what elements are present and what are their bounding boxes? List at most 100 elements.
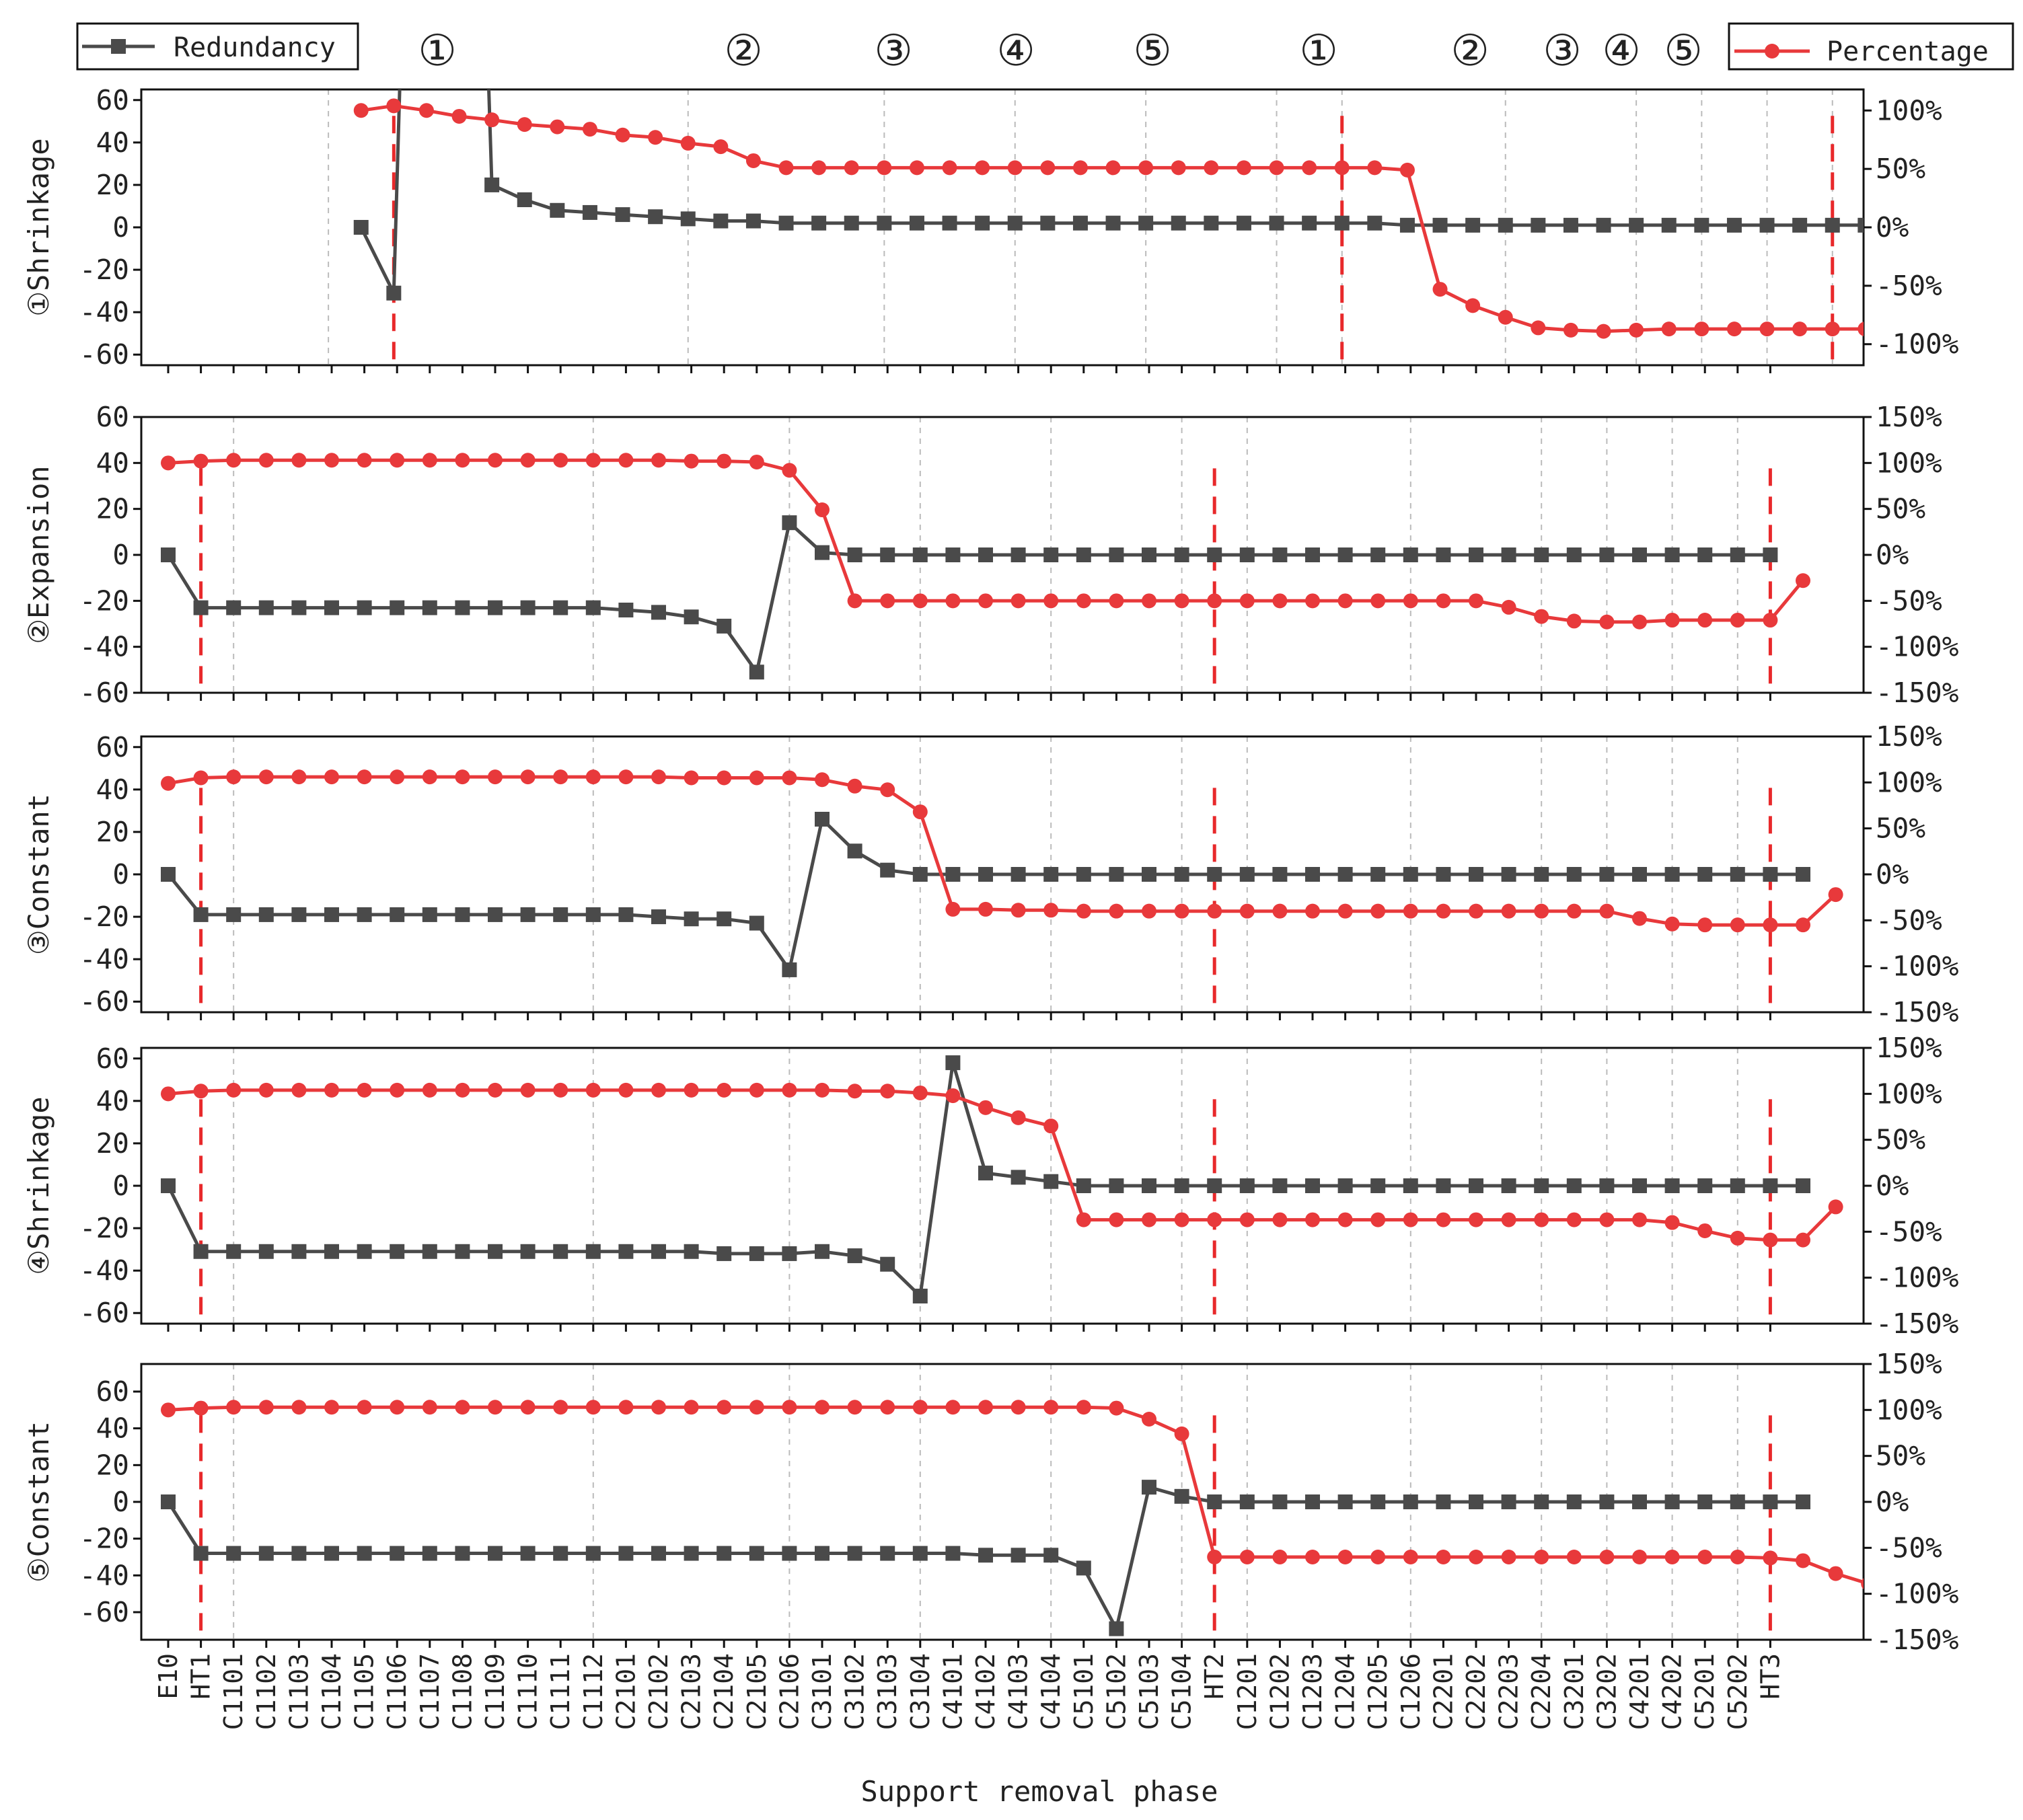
redundancy-point [844,215,859,231]
redundancy-point [1239,867,1255,882]
redundancy-point [618,907,634,922]
x-tick-label: C1101 [219,1653,248,1730]
redundancy-point [390,1244,405,1259]
redundancy-point [1239,547,1255,562]
percentage-point [291,1082,307,1098]
redundancy-point [291,907,307,922]
percentage-point [1501,1212,1516,1227]
redundancy-point [1469,867,1483,882]
percentage-point [1501,903,1516,919]
left-tick-label: 0 [112,539,129,571]
percentage-point [1010,1110,1026,1125]
percentage-point [782,1082,797,1098]
redundancy-point [1370,547,1386,562]
percentage-point [357,453,372,468]
percentage-line [168,1088,1837,1242]
right-tick-label: 100% [1876,1394,1942,1426]
redundancy-point [1534,867,1549,882]
percentage-point [815,502,830,518]
x-tick-label: C1110 [513,1653,543,1730]
redundancy-point [1403,867,1418,882]
x-tick-label: C3103 [873,1653,902,1730]
redundancy-point [684,1546,699,1561]
redundancy-point [1305,1178,1320,1193]
percentage-point [1632,1212,1647,1227]
left-tick-label: -40 [79,1559,129,1591]
percentage-point [1763,613,1778,628]
redundancy-point [1367,215,1383,231]
percentage-point [1370,1550,1386,1564]
panel-5-grid [199,1364,1772,1640]
left-tick-label: 60 [96,1375,129,1408]
percentage-point [488,1400,503,1415]
redundancy-point [1763,547,1778,562]
percentage-point [1207,903,1222,919]
redundancy-point [1370,867,1386,882]
percentage-point [1664,1550,1680,1564]
redundancy-point [455,1546,470,1561]
x-tick-label: C1204 [1331,1653,1360,1730]
phase-marker: ① [418,26,456,76]
redundancy-point [1632,1494,1647,1509]
percentage-point [1334,160,1350,176]
left-tick-label: -60 [79,338,129,371]
panel-2-grid [199,417,1772,693]
left-tick-label: -40 [79,631,129,663]
percentage-point [1109,1400,1124,1416]
percentage-point [324,1082,339,1098]
left-tick-label: 20 [96,816,129,848]
panel-3-redundancy-series [161,812,1810,977]
percentage-point [1469,1212,1483,1227]
redundancy-point [520,600,536,615]
percentage-point [1367,160,1383,176]
right-tick-label: -100% [1876,950,1959,983]
right-tick-label: 100% [1876,447,1942,479]
percentage-point [1763,917,1778,933]
percentage-point [1825,321,1840,337]
percentage-point [1534,609,1549,624]
percentage-point [1730,1230,1745,1246]
percentage-point [585,1400,601,1415]
percentage-point [615,127,630,143]
percentage-point [651,1082,666,1098]
percentage-point [811,160,827,176]
redundancy-point [1632,867,1647,882]
x-tick-label: C2101 [611,1653,640,1730]
percentage-point [945,1088,961,1104]
redundancy-point [1599,547,1615,562]
percentage-point [1370,903,1386,919]
redundancy-point [357,1546,372,1561]
redundancy-point [716,618,732,634]
x-tick-label: C5202 [1723,1653,1753,1730]
percentage-point [1272,1550,1288,1564]
redundancy-point [877,215,892,231]
percentage-point [1207,593,1222,609]
percentage-point [357,769,372,785]
percentage-point [451,108,467,124]
percentage-point [1174,593,1189,609]
percentage-point [585,769,601,785]
redundancy-point [553,1546,568,1561]
redundancy-point [422,1244,437,1259]
panel-5-percentage-series [161,1400,1864,1589]
redundancy-point [1599,1494,1615,1509]
percentage-point [1305,1550,1320,1564]
percentage-point [716,770,732,786]
percentage-point [1302,160,1317,176]
left-tick-label: 20 [96,1127,129,1160]
redundancy-point [912,547,928,562]
redundancy-point [1174,547,1189,562]
redundancy-point [1076,867,1091,882]
redundancy-point [1501,547,1516,562]
percentage-point [1796,1553,1810,1568]
percentage-point [1599,903,1615,919]
percentage-point [258,769,274,785]
right-tick-label: 150% [1876,720,1942,753]
panel-2-percentage-series [161,453,1810,630]
redundancy-point [1269,215,1284,231]
redundancy-point [1403,1494,1418,1509]
percentage-point [847,778,862,794]
redundancy-point [618,1546,634,1561]
percentage-point [1465,298,1481,313]
percentage-point [978,901,993,917]
